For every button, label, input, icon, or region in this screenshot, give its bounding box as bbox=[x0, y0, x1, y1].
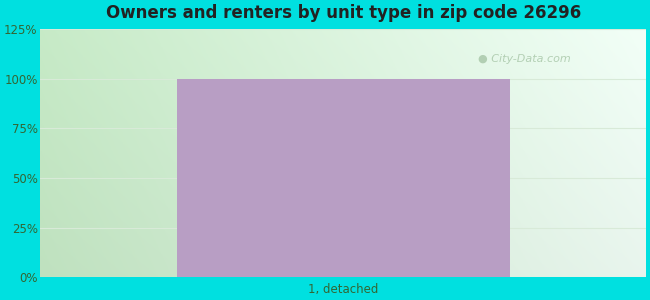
Text: ● City-Data.com: ● City-Data.com bbox=[478, 54, 571, 64]
Bar bbox=[177, 79, 510, 277]
Title: Owners and renters by unit type in zip code 26296: Owners and renters by unit type in zip c… bbox=[105, 4, 580, 22]
